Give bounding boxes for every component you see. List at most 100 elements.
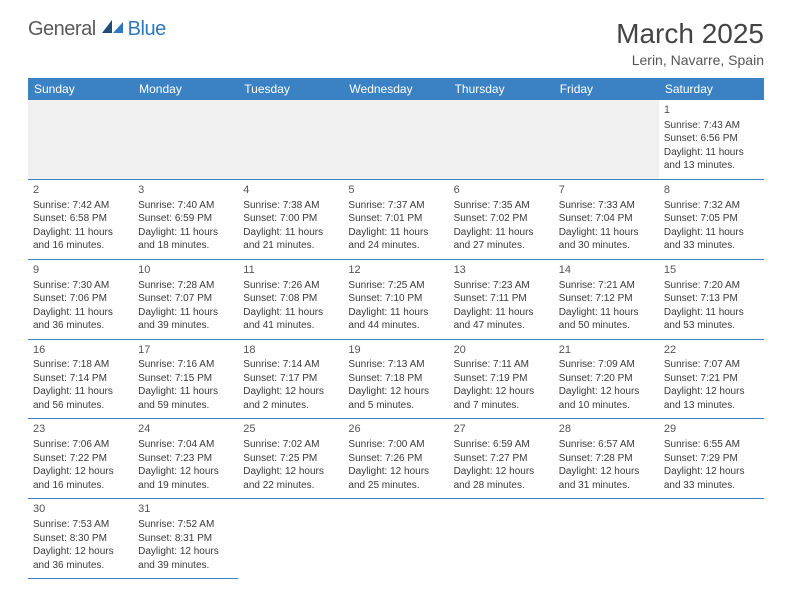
- calendar-day-cell: 7Sunrise: 7:33 AMSunset: 7:04 PMDaylight…: [554, 179, 659, 259]
- daylight-text: and 41 minutes.: [243, 319, 338, 333]
- day-number: 31: [138, 502, 233, 517]
- day-number: 17: [138, 343, 233, 358]
- day-number: 23: [33, 422, 128, 437]
- sunset-text: Sunset: 7:15 PM: [138, 372, 233, 386]
- day-number: 22: [664, 343, 759, 358]
- calendar-body: 1Sunrise: 7:43 AMSunset: 6:56 PMDaylight…: [28, 100, 764, 579]
- calendar-empty-cell: [238, 100, 343, 179]
- daylight-text: Daylight: 11 hours: [454, 226, 549, 240]
- sunrise-text: Sunrise: 6:57 AM: [559, 438, 654, 452]
- calendar-day-cell: 13Sunrise: 7:23 AMSunset: 7:11 PMDayligh…: [449, 259, 554, 339]
- calendar-day-cell: 17Sunrise: 7:16 AMSunset: 7:15 PMDayligh…: [133, 339, 238, 419]
- daylight-text: Daylight: 11 hours: [559, 226, 654, 240]
- calendar-day-cell: 24Sunrise: 7:04 AMSunset: 7:23 PMDayligh…: [133, 419, 238, 499]
- daylight-text: Daylight: 12 hours: [243, 385, 338, 399]
- calendar-day-cell: 11Sunrise: 7:26 AMSunset: 7:08 PMDayligh…: [238, 259, 343, 339]
- daylight-text: Daylight: 11 hours: [243, 226, 338, 240]
- daylight-text: Daylight: 11 hours: [138, 226, 233, 240]
- daylight-text: Daylight: 11 hours: [138, 306, 233, 320]
- daylight-text: Daylight: 12 hours: [664, 465, 759, 479]
- daylight-text: Daylight: 12 hours: [348, 465, 443, 479]
- sunset-text: Sunset: 7:20 PM: [559, 372, 654, 386]
- day-number: 30: [33, 502, 128, 517]
- sunrise-text: Sunrise: 7:26 AM: [243, 279, 338, 293]
- daylight-text: and 33 minutes.: [664, 479, 759, 493]
- day-header: Friday: [554, 78, 659, 100]
- location-text: Lerin, Navarre, Spain: [616, 52, 764, 68]
- day-number: 11: [243, 263, 338, 278]
- sunset-text: Sunset: 7:00 PM: [243, 212, 338, 226]
- sunrise-text: Sunrise: 7:16 AM: [138, 358, 233, 372]
- calendar-day-cell: 20Sunrise: 7:11 AMSunset: 7:19 PMDayligh…: [449, 339, 554, 419]
- sunrise-text: Sunrise: 7:23 AM: [454, 279, 549, 293]
- day-number: 21: [559, 343, 654, 358]
- daylight-text: and 56 minutes.: [33, 399, 128, 413]
- calendar-day-cell: 27Sunrise: 6:59 AMSunset: 7:27 PMDayligh…: [449, 419, 554, 499]
- sunset-text: Sunset: 7:07 PM: [138, 292, 233, 306]
- sunrise-text: Sunrise: 7:07 AM: [664, 358, 759, 372]
- sunrise-text: Sunrise: 7:42 AM: [33, 199, 128, 213]
- logo-sails-icon: [100, 18, 126, 41]
- sunset-text: Sunset: 7:27 PM: [454, 452, 549, 466]
- sunset-text: Sunset: 7:11 PM: [454, 292, 549, 306]
- header: General Blue March 2025 Lerin, Navarre, …: [28, 18, 764, 68]
- sunset-text: Sunset: 7:23 PM: [138, 452, 233, 466]
- day-header: Saturday: [659, 78, 764, 100]
- sunrise-text: Sunrise: 7:02 AM: [243, 438, 338, 452]
- day-header: Wednesday: [343, 78, 448, 100]
- sunrise-text: Sunrise: 7:52 AM: [138, 518, 233, 532]
- calendar-week-row: 16Sunrise: 7:18 AMSunset: 7:14 PMDayligh…: [28, 339, 764, 419]
- calendar-empty-cell: [449, 499, 554, 579]
- day-number: 13: [454, 263, 549, 278]
- calendar-day-cell: 9Sunrise: 7:30 AMSunset: 7:06 PMDaylight…: [28, 259, 133, 339]
- daylight-text: and 5 minutes.: [348, 399, 443, 413]
- sunrise-text: Sunrise: 7:37 AM: [348, 199, 443, 213]
- calendar-day-cell: 30Sunrise: 7:53 AMSunset: 8:30 PMDayligh…: [28, 499, 133, 579]
- daylight-text: and 50 minutes.: [559, 319, 654, 333]
- calendar-empty-cell: [554, 499, 659, 579]
- day-number: 12: [348, 263, 443, 278]
- sunset-text: Sunset: 6:58 PM: [33, 212, 128, 226]
- day-number: 26: [348, 422, 443, 437]
- calendar-day-cell: 28Sunrise: 6:57 AMSunset: 7:28 PMDayligh…: [554, 419, 659, 499]
- calendar-day-cell: 23Sunrise: 7:06 AMSunset: 7:22 PMDayligh…: [28, 419, 133, 499]
- daylight-text: and 39 minutes.: [138, 319, 233, 333]
- daylight-text: Daylight: 12 hours: [348, 385, 443, 399]
- calendar-week-row: 23Sunrise: 7:06 AMSunset: 7:22 PMDayligh…: [28, 419, 764, 499]
- calendar-week-row: 1Sunrise: 7:43 AMSunset: 6:56 PMDaylight…: [28, 100, 764, 179]
- daylight-text: and 21 minutes.: [243, 239, 338, 253]
- daylight-text: Daylight: 11 hours: [664, 306, 759, 320]
- sunrise-text: Sunrise: 7:32 AM: [664, 199, 759, 213]
- daylight-text: Daylight: 12 hours: [138, 545, 233, 559]
- daylight-text: and 22 minutes.: [243, 479, 338, 493]
- calendar-day-cell: 3Sunrise: 7:40 AMSunset: 6:59 PMDaylight…: [133, 179, 238, 259]
- daylight-text: Daylight: 12 hours: [559, 465, 654, 479]
- daylight-text: and 36 minutes.: [33, 559, 128, 573]
- calendar-day-cell: 22Sunrise: 7:07 AMSunset: 7:21 PMDayligh…: [659, 339, 764, 419]
- daylight-text: Daylight: 12 hours: [454, 385, 549, 399]
- sunset-text: Sunset: 6:59 PM: [138, 212, 233, 226]
- sunrise-text: Sunrise: 7:09 AM: [559, 358, 654, 372]
- day-number: 19: [348, 343, 443, 358]
- calendar-day-cell: 8Sunrise: 7:32 AMSunset: 7:05 PMDaylight…: [659, 179, 764, 259]
- day-number: 6: [454, 183, 549, 198]
- sunset-text: Sunset: 6:56 PM: [664, 132, 759, 146]
- sunset-text: Sunset: 7:25 PM: [243, 452, 338, 466]
- calendar-week-row: 30Sunrise: 7:53 AMSunset: 8:30 PMDayligh…: [28, 499, 764, 579]
- daylight-text: and 19 minutes.: [138, 479, 233, 493]
- sunset-text: Sunset: 7:21 PM: [664, 372, 759, 386]
- day-number: 14: [559, 263, 654, 278]
- sunset-text: Sunset: 8:31 PM: [138, 532, 233, 546]
- daylight-text: Daylight: 11 hours: [559, 306, 654, 320]
- sunrise-text: Sunrise: 7:06 AM: [33, 438, 128, 452]
- sunset-text: Sunset: 7:28 PM: [559, 452, 654, 466]
- calendar-empty-cell: [238, 499, 343, 579]
- calendar-header-row: SundayMondayTuesdayWednesdayThursdayFrid…: [28, 78, 764, 100]
- sunrise-text: Sunrise: 7:40 AM: [138, 199, 233, 213]
- daylight-text: Daylight: 12 hours: [33, 465, 128, 479]
- calendar-week-row: 2Sunrise: 7:42 AMSunset: 6:58 PMDaylight…: [28, 179, 764, 259]
- sunrise-text: Sunrise: 7:14 AM: [243, 358, 338, 372]
- calendar-day-cell: 1Sunrise: 7:43 AMSunset: 6:56 PMDaylight…: [659, 100, 764, 179]
- daylight-text: Daylight: 11 hours: [348, 226, 443, 240]
- daylight-text: and 30 minutes.: [559, 239, 654, 253]
